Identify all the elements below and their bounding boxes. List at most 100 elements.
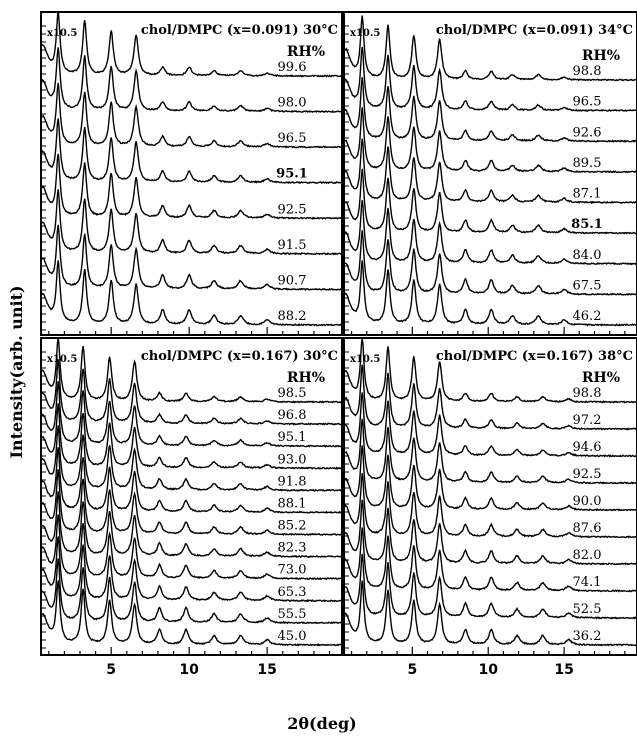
panel-title: chol/DMPC (x=0.167) 30°C <box>141 349 338 364</box>
rh-value-label: 90.7 <box>278 273 307 288</box>
y-axis-title: Intensity(arb. unit) <box>7 285 26 458</box>
rh-trace <box>344 200 637 266</box>
rh-trace <box>41 338 342 404</box>
rh-trace <box>41 447 342 515</box>
rh-trace <box>344 473 637 539</box>
rh-value-label: 87.1 <box>573 187 602 202</box>
panel-frame <box>40 11 343 336</box>
rh-header-label: RH% <box>287 44 325 60</box>
rh-trace <box>344 230 637 296</box>
rh-trace <box>344 138 637 205</box>
panel-frame <box>343 11 637 336</box>
x-tick-label: 5 <box>407 662 417 678</box>
rh-header-label: RH% <box>582 370 620 386</box>
rh-header-label: RH% <box>287 370 325 386</box>
panel-top-left: x10.5 chol/DMPC (x=0.091) 30°C 99.6 98.0 96.… <box>40 11 343 336</box>
rh-value-label: 91.8 <box>278 474 307 489</box>
rh-value-label: 92.5 <box>573 467 602 482</box>
traces-group <box>41 338 342 647</box>
rh-value-label: 73.0 <box>278 563 307 578</box>
rh-trace <box>344 580 637 647</box>
panel-bottom-left: 5 10 15 x10.5 chol/DMPC (x=0.167) 30°C 98.5 96… <box>40 337 343 678</box>
rh-trace <box>344 418 637 485</box>
rh-trace <box>41 425 342 492</box>
rh-trace <box>344 553 637 620</box>
panel-top-right: x10.5 chol/DMPC (x=0.091) 34°C 98.8 96.5 92.… <box>343 11 637 336</box>
rh-trace <box>41 558 342 625</box>
rh-header-label: RH% <box>582 48 620 64</box>
rh-trace <box>41 12 342 78</box>
rh-value-label: 84.0 <box>573 248 602 263</box>
rh-value-label: 88.2 <box>278 309 307 324</box>
rh-trace <box>344 499 637 566</box>
rh-trace <box>344 46 637 112</box>
rh-value-label: 90.0 <box>573 494 602 509</box>
rh-value-label: 85.2 <box>278 519 307 534</box>
x-axis-title: 2θ(deg) <box>287 714 357 733</box>
rh-trace <box>344 392 637 458</box>
rh-trace <box>344 338 637 404</box>
rh-value-label: 87.6 <box>573 521 602 536</box>
scale-factor-label: x10.5 <box>47 354 77 365</box>
rh-trace <box>41 224 342 292</box>
rh-value-label: 45.0 <box>278 629 307 644</box>
rh-value-label: 96.5 <box>278 131 307 146</box>
rh-value-label: 85.1 <box>571 217 603 232</box>
rh-trace <box>41 536 342 603</box>
panel-title: chol/DMPC (x=0.091) 34°C <box>436 23 633 38</box>
rh-trace <box>41 359 342 426</box>
rh-value-label: 82.3 <box>278 541 307 556</box>
traces-group <box>41 12 342 327</box>
rh-value-label: 92.5 <box>278 202 307 217</box>
rh-value-label: 95.1 <box>276 167 308 182</box>
rh-trace <box>41 260 342 327</box>
x-tick-label: 10 <box>478 662 498 678</box>
rh-value-label: 82.0 <box>573 548 602 563</box>
rh-value-label: 92.6 <box>573 125 602 140</box>
rh-trace <box>41 403 342 470</box>
rh-value-label: 96.8 <box>278 408 307 423</box>
rh-value-label: 65.3 <box>278 585 307 600</box>
rh-value-label: 96.5 <box>573 95 602 110</box>
rh-value-label: 36.2 <box>573 629 602 644</box>
rh-value-label: 98.5 <box>278 386 307 401</box>
rh-trace <box>41 189 342 256</box>
rh-trace <box>344 260 637 327</box>
panel-bottom-right: 5 10 15 x10.5 chol/DMPC (x=0.167) 38°C 98.8 97… <box>343 337 637 678</box>
rh-trace <box>41 153 342 220</box>
rh-trace <box>41 580 342 647</box>
rh-trace <box>344 77 637 144</box>
rh-trace <box>41 514 342 581</box>
rh-value-label: 94.6 <box>573 440 602 455</box>
rh-trace <box>344 527 637 593</box>
rh-value-label: 95.1 <box>278 430 307 445</box>
panel-title: chol/DMPC (x=0.167) 38°C <box>436 349 633 364</box>
scale-factor-label: x10.5 <box>350 28 380 39</box>
rh-value-label: 67.5 <box>573 278 602 293</box>
rh-value-label: 93.0 <box>278 452 307 467</box>
traces-group <box>344 15 637 327</box>
rh-trace <box>344 107 637 174</box>
rh-trace <box>344 364 637 431</box>
rh-value-label: 55.5 <box>278 607 307 622</box>
scale-factor-label: x10.5 <box>47 28 77 39</box>
rh-trace <box>41 82 342 149</box>
panel-title: chol/DMPC (x=0.091) 30°C <box>141 23 338 38</box>
rh-value-label: 98.0 <box>278 96 307 111</box>
rh-value-label: 89.5 <box>573 156 602 171</box>
rh-value-label: 46.2 <box>573 309 602 324</box>
rh-trace <box>344 445 637 512</box>
rh-value-label: 88.1 <box>278 496 307 511</box>
rh-value-label: 99.6 <box>278 60 307 75</box>
rh-value-label: 74.1 <box>573 575 602 590</box>
scale-factor-label: x10.5 <box>350 354 380 365</box>
rh-trace <box>41 381 342 448</box>
rh-trace <box>41 47 342 113</box>
x-tick-label: 15 <box>257 662 276 678</box>
traces-group <box>344 338 637 647</box>
rh-trace <box>41 118 342 185</box>
rh-trace <box>344 15 637 82</box>
x-tick-label: 15 <box>554 662 573 678</box>
rh-trace <box>344 168 637 235</box>
